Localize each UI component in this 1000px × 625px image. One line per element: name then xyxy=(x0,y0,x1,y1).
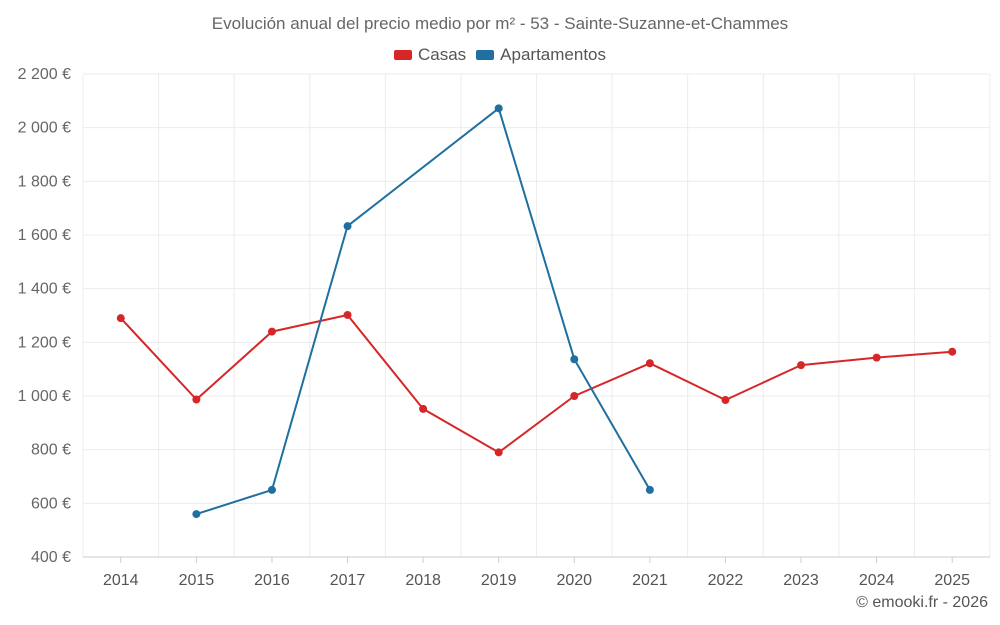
chart-legend: Casas Apartamentos xyxy=(0,45,1000,65)
data-point-casas xyxy=(797,361,806,370)
y-tick-label: 1 000 € xyxy=(18,388,71,405)
y-tick-label: 800 € xyxy=(31,442,71,459)
x-tick-label: 2024 xyxy=(859,572,895,589)
data-point-apartamentos xyxy=(267,485,276,494)
series-line-apartamentos xyxy=(196,107,651,516)
legend-label-apartamentos: Apartamentos xyxy=(500,45,607,64)
x-tick-label: 2021 xyxy=(632,572,668,589)
data-point-casas xyxy=(267,327,276,336)
x-tick-label: 2020 xyxy=(556,572,592,589)
legend-item-casas[interactable]: Casas xyxy=(393,45,467,65)
data-point-apartamentos xyxy=(645,485,654,494)
data-point-casas xyxy=(948,347,957,356)
data-point-casas xyxy=(721,396,730,405)
x-tick-label: 2018 xyxy=(405,572,441,589)
data-point-casas xyxy=(419,404,428,413)
data-point-apartamentos xyxy=(570,355,579,364)
legend-item-apartamentos[interactable]: Apartamentos xyxy=(476,45,606,65)
data-point-apartamentos xyxy=(192,510,201,519)
x-tick-label: 2019 xyxy=(481,572,517,589)
x-tick-label: 2014 xyxy=(103,572,139,589)
x-tick-label: 2015 xyxy=(179,572,215,589)
legend-swatch-casas xyxy=(393,50,412,60)
series-line-casas xyxy=(120,314,953,454)
x-tick-label: 2017 xyxy=(330,572,366,589)
y-tick-label: 1 400 € xyxy=(18,281,71,298)
x-tick-label: 2023 xyxy=(783,572,819,589)
y-tick-label: 1 600 € xyxy=(18,227,71,244)
data-point-casas xyxy=(494,448,503,457)
data-point-casas xyxy=(570,392,579,400)
y-tick-label: 600 € xyxy=(31,495,71,512)
data-point-casas xyxy=(645,359,654,368)
y-tick-label: 400 € xyxy=(31,549,71,566)
x-tick-label: 2025 xyxy=(934,572,970,589)
y-tick-label: 1 800 € xyxy=(18,173,71,190)
legend-label-casas: Casas xyxy=(417,45,467,64)
data-point-casas xyxy=(343,310,352,319)
x-tick-label: 2016 xyxy=(254,572,290,589)
data-point-apartamentos xyxy=(494,104,503,113)
data-point-apartamentos xyxy=(343,222,352,231)
y-tick-label: 2 000 € xyxy=(18,120,71,137)
legend-swatch-apartamentos xyxy=(476,50,495,60)
data-point-casas xyxy=(116,314,125,323)
x-tick-label: 2022 xyxy=(708,572,744,589)
y-tick-label: 1 200 € xyxy=(18,334,71,351)
y-tick-label: 2 200 € xyxy=(18,66,71,83)
credit-text: © emooki.fr - 2026 xyxy=(856,594,988,611)
data-point-casas xyxy=(192,395,201,404)
data-point-casas xyxy=(872,353,881,362)
chart-title: Evolución anual del precio medio por m² … xyxy=(211,14,789,33)
